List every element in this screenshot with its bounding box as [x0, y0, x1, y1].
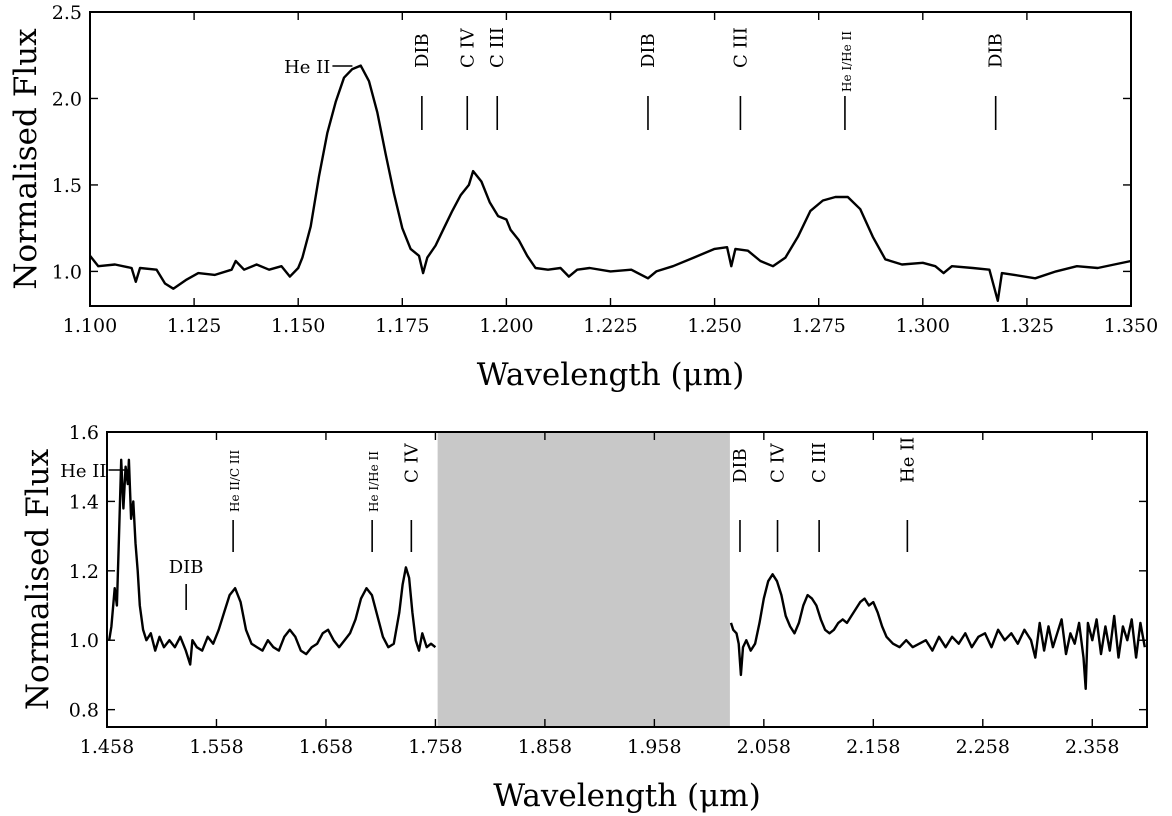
- x-axis-title: Wavelength (μm): [477, 357, 745, 393]
- spectrum-line: [729, 573, 1146, 690]
- line-id-label: He II: [284, 57, 330, 78]
- x-tick-label: 1.325: [1000, 315, 1054, 337]
- y-tick-label: 2.5: [52, 2, 82, 24]
- x-tick-label: 1.658: [299, 736, 353, 758]
- line-id-label: He I/He II: [840, 31, 854, 92]
- y-axis-title: Normalised Flux: [20, 448, 56, 710]
- x-tick-label: 1.225: [583, 315, 637, 337]
- spectrum-line: [89, 64, 1132, 302]
- x-tick-label: 1.200: [479, 315, 533, 337]
- line-id-label: C III: [809, 442, 830, 483]
- x-tick-label: 1.858: [518, 736, 572, 758]
- line-id-label: C IV: [401, 442, 422, 483]
- line-id-label: C IV: [457, 27, 478, 68]
- masked-region: [437, 432, 730, 727]
- x-tick-label: 1.150: [271, 315, 325, 337]
- x-tick-label: 1.958: [627, 736, 681, 758]
- bottom-spectrum-panel: 1.458 1.558 1.658 1.758 1.858 1.958 2.058 2.158…: [20, 422, 1148, 814]
- y-tick-label: 1.6: [69, 422, 99, 444]
- line-id-label: C III: [730, 27, 751, 68]
- x-tick-label: 2.058: [737, 736, 791, 758]
- x-axis-title: Wavelength (μm): [493, 778, 761, 814]
- y-tick-label: 2.0: [52, 88, 82, 110]
- y-axis-title: Normalised Flux: [8, 28, 44, 290]
- plot-frame: [106, 431, 1148, 728]
- line-id-label: He II/C III: [228, 450, 242, 512]
- line-id-label: C III: [487, 27, 508, 68]
- y-tick-label: 1.0: [69, 630, 99, 652]
- x-tick-label: 1.275: [791, 315, 845, 337]
- x-tick-label: 1.758: [408, 736, 462, 758]
- plot-frame: [89, 11, 1132, 307]
- x-tick-label: 1.100: [63, 315, 117, 337]
- line-id-label: DIB: [638, 33, 659, 68]
- y-tick-label: 1.4: [69, 491, 99, 513]
- y-tick-label: 1.2: [69, 561, 99, 583]
- x-tick-label: 1.250: [687, 315, 741, 337]
- line-id-label: DIB: [730, 448, 751, 483]
- y-tick-label: 0.8: [69, 700, 99, 722]
- line-id-label: He II: [60, 461, 106, 482]
- x-tick-label: 2.158: [846, 736, 900, 758]
- line-id-label: DIB: [986, 33, 1007, 68]
- x-tick-label: 1.300: [896, 315, 950, 337]
- x-tick-label: 2.358: [1065, 736, 1119, 758]
- x-tick-label: 1.125: [167, 315, 221, 337]
- x-tick-label: 1.458: [80, 736, 134, 758]
- y-tick-label: 1.5: [52, 175, 82, 197]
- spectrum-line: [108, 458, 437, 666]
- line-id-label: He II: [897, 437, 918, 483]
- line-id-label: DIB: [169, 557, 204, 578]
- line-id-label: C IV: [768, 442, 789, 483]
- line-id-label: He I/He II: [367, 451, 381, 512]
- top-spectrum-panel: 1.100 1.125 1.150 1.175 1.200 1.225 1.250 1.275…: [8, 2, 1158, 393]
- line-id-label: DIB: [412, 33, 433, 68]
- x-tick-label: 1.175: [375, 315, 429, 337]
- y-tick-label: 1.0: [52, 261, 82, 283]
- x-tick-label: 1.558: [189, 736, 243, 758]
- x-tick-label: 1.350: [1104, 315, 1158, 337]
- x-tick-label: 2.258: [956, 736, 1010, 758]
